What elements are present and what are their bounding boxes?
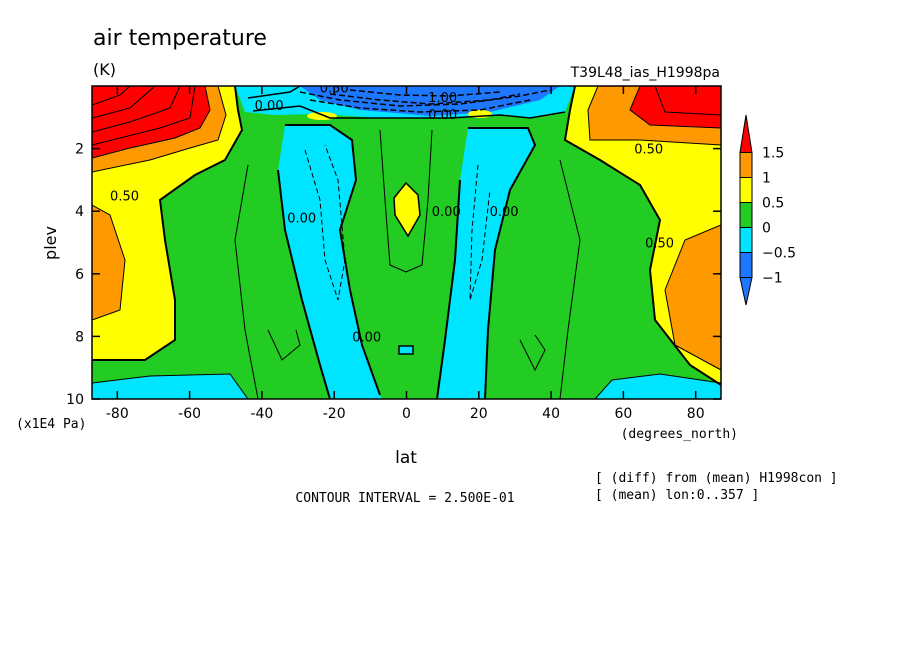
x-tick-label: -80: [106, 406, 129, 422]
colorbar: −1 −0.5 0 0.5 1 1.5: [739, 114, 796, 306]
field-yellow-diamond: [393, 181, 421, 238]
contour-label: 0.00: [352, 330, 381, 345]
field-yellow-blob-1: [307, 112, 337, 120]
contour-label: 0.50: [645, 237, 674, 252]
colorbar-label: −0.5: [762, 246, 796, 262]
colorbar-label: 1.5: [762, 146, 784, 162]
contour-interval: CONTOUR INTERVAL = 2.500E-01: [295, 491, 514, 506]
field-cyan-bottom-left: [92, 374, 248, 399]
y-axis-label: plev: [41, 226, 60, 260]
colorbar-swatch: [739, 114, 753, 153]
colorbar-label: 0.5: [762, 196, 784, 212]
contour-label: 0.00: [432, 205, 461, 220]
contour-label: 0.00: [428, 108, 457, 123]
colorbar-swatch: [739, 177, 753, 203]
x-tick-label: -20: [323, 406, 346, 422]
chart-units: (K): [93, 60, 116, 79]
y-tick-label: 2: [75, 142, 84, 158]
field-cyan-north: [437, 128, 535, 399]
field-orange-left-lower: [92, 205, 125, 320]
x-axis-label: lat: [395, 448, 417, 468]
colorbar-swatch: [739, 152, 753, 178]
field-cyan-south: [278, 125, 382, 399]
contour-label: 0.00: [490, 205, 519, 220]
note-line-2: [ (mean) lon:0..357 ]: [595, 488, 759, 503]
colorbar-label: 0: [762, 221, 771, 237]
y-tick-label: 4: [75, 204, 84, 220]
x-axis: -80 -60 -40 -20 0 20 40 60 80: [106, 86, 705, 422]
x-tick-label: 60: [614, 406, 632, 422]
contour-label: 1.00: [428, 91, 457, 106]
y-axis: 2 4 6 8 10: [66, 142, 721, 408]
x-tick-label: -60: [178, 406, 201, 422]
x-tick-label: 40: [542, 406, 560, 422]
contour-label: 0.00: [255, 99, 284, 114]
contour-label: 0.00: [287, 211, 316, 226]
x-axis-units: (degrees_north): [621, 427, 738, 442]
field-orange-right-lower: [665, 225, 721, 370]
colorbar-swatch: [739, 277, 753, 306]
x-tick-label: 20: [470, 406, 488, 422]
x-tick-label: 80: [687, 406, 705, 422]
field-cyan-dot: [399, 346, 413, 354]
contour-label: 0.50: [110, 190, 139, 205]
contour-lines: [92, 86, 721, 399]
contour-label: 0.50: [634, 143, 663, 158]
colorbar-swatch: [739, 252, 753, 278]
x-tick-label: -40: [250, 406, 273, 422]
colorbar-label: −1: [762, 271, 783, 287]
experiment-label: T39L48_ias_H1998pa: [570, 65, 720, 81]
y-tick-label: 10: [66, 392, 84, 408]
y-axis-units: (x1E4 Pa): [16, 417, 86, 432]
y-tick-label: 8: [75, 329, 84, 345]
note-line-1: [ (diff) from (mean) H1998con ]: [595, 471, 838, 486]
colorbar-swatch: [739, 227, 753, 253]
x-tick-label: 0: [402, 406, 411, 422]
chart-title: air temperature: [93, 26, 267, 51]
field-cyan-bottom-right: [595, 374, 721, 399]
contour-field: 0.500.001.000.000.500.00 0.00 0.000.500.50…: [92, 86, 721, 399]
colorbar-label: 1: [762, 171, 771, 187]
y-tick-label: 6: [75, 267, 84, 283]
colorbar-swatch: [739, 202, 753, 228]
field-red-left: [92, 86, 210, 158]
field-red-right: [630, 86, 721, 128]
